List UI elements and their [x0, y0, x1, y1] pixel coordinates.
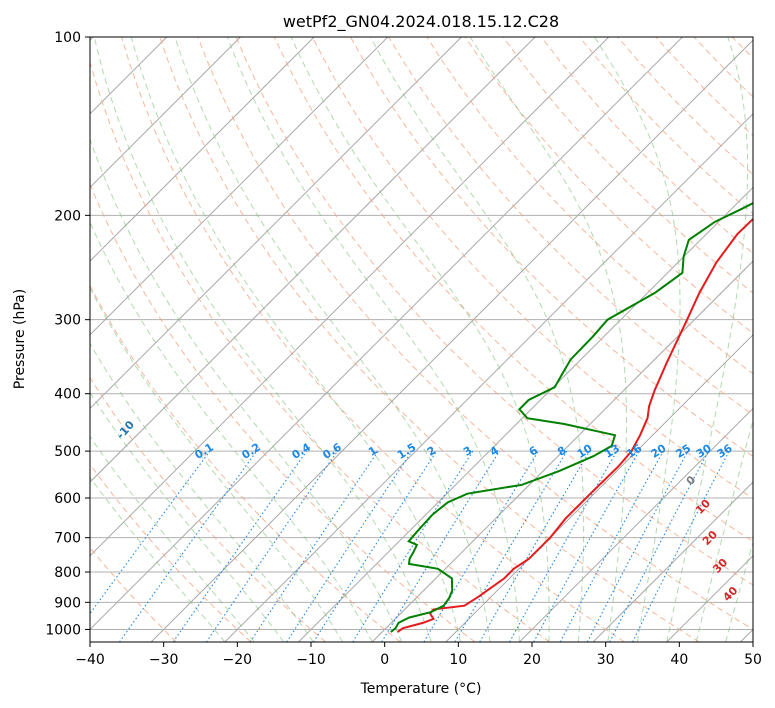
- x-axis-title: Temperature (°C): [360, 681, 482, 697]
- moist-adiabat-line: [290, 37, 550, 642]
- mixing-ratio-line: [632, 450, 730, 642]
- y-tick-label: 100: [54, 30, 81, 46]
- mixing-ratio-line: [119, 450, 258, 642]
- mixing-ratio-line: [205, 450, 338, 642]
- x-tick-label: 10: [449, 652, 467, 668]
- mixing-ratio-line: [90, 450, 211, 615]
- profile-series: [390, 201, 753, 633]
- dry-adiabat-line: [159, 37, 700, 642]
- x-axis: −40 −30 −20 −10 0 10 20 30 40 50: [75, 642, 762, 668]
- plot-frame: [89, 36, 754, 643]
- y-tick-label: 500: [54, 444, 81, 460]
- x-tick-label: 50: [744, 652, 762, 668]
- y-tick-label: 300: [54, 313, 81, 329]
- dry-adiabat-line: [90, 60, 551, 642]
- moist-adiabat-line: [90, 286, 344, 642]
- moist-adiabat-line: [174, 37, 491, 642]
- x-tick-label: −10: [296, 652, 326, 668]
- y-tick-label: 700: [54, 531, 81, 547]
- mixing-ratio-line: [509, 450, 618, 642]
- x-tick-label: 30: [597, 652, 615, 668]
- isotherm-grid: [90, 37, 753, 642]
- mixing-ratio-line: [352, 450, 474, 642]
- y-tick-label: 900: [54, 595, 81, 611]
- mixing-ratio-lines: [90, 450, 730, 642]
- moist-adiabat-line: [90, 391, 285, 642]
- isotherm-line: [90, 37, 610, 557]
- x-tick-label: −30: [149, 652, 179, 668]
- dry-adiabat-line: [197, 37, 753, 630]
- moist-adiabat-line: [226, 37, 520, 642]
- moist-adiabat-line: [594, 37, 681, 642]
- y-tick-label: 1000: [45, 622, 81, 638]
- mixing-ratio-line: [286, 450, 413, 642]
- moist-adiabat-line: [90, 476, 226, 642]
- y-axis: 1000 900 800 700 600 500 400 300 200 100: [45, 30, 90, 638]
- x-tick-label: −20: [223, 652, 253, 668]
- chart-title: wetPf2_GN04.2024.018.15.12.C28: [283, 12, 559, 32]
- moist-adiabat-line: [90, 220, 373, 642]
- dry-adiabat-line: [273, 37, 753, 543]
- dry-adiabats: [90, 37, 753, 642]
- isotherm-line: [371, 260, 753, 642]
- moist-adiabat-line: [130, 37, 461, 642]
- y-tick-label: 400: [54, 387, 81, 403]
- mixing-ratio-line: [172, 450, 308, 642]
- moist-adiabat-line: [90, 137, 403, 642]
- x-tick-label: 20: [523, 652, 541, 668]
- isotherm-line: [90, 37, 683, 631]
- isotherm-line: [90, 37, 241, 189]
- dry-adiabat-line: [235, 37, 753, 586]
- moist-adiabat-line: [90, 342, 314, 642]
- moist-adiabat-line: [93, 37, 432, 642]
- moist-adiabat-line: [370, 37, 585, 642]
- isotherm-line: [592, 481, 753, 642]
- isotherm-line: [150, 39, 753, 642]
- moist-adiabat-line: [90, 435, 255, 642]
- x-tick-label: 0: [380, 652, 389, 668]
- moist-adiabat-line: [666, 37, 749, 642]
- dry-adiabat-line: [121, 37, 625, 642]
- y-tick-label: 200: [54, 208, 81, 224]
- y-tick-label: 800: [54, 565, 81, 581]
- temperature-line: [397, 217, 753, 633]
- x-tick-label: −40: [75, 652, 105, 668]
- dry-adiabat-line: [311, 37, 753, 500]
- dry-adiabat-line: [90, 463, 252, 642]
- moist-adiabats: [90, 37, 753, 642]
- isotherm-line: [519, 407, 753, 642]
- dewpoint-line: [390, 201, 753, 633]
- mixing-ratio-line: [249, 450, 379, 642]
- moist-adiabat-line: [725, 540, 753, 642]
- isotherm-line: [90, 37, 315, 262]
- x-tick-label: 40: [670, 652, 688, 668]
- isotherm-line: [90, 37, 462, 410]
- y-tick-label: 600: [54, 491, 81, 507]
- mixing-ratio-line: [381, 450, 500, 642]
- y-axis-title: Pressure (hPa): [12, 289, 28, 389]
- isotherm-line: [224, 113, 753, 642]
- mixing-ratio-line: [533, 450, 640, 642]
- isotherm-line: [90, 37, 389, 336]
- moist-adiabat-line: [695, 418, 753, 642]
- mixing-ratio-line: [313, 450, 438, 642]
- mixing-ratio-line: [559, 450, 664, 642]
- dry-adiabat-line: [90, 376, 327, 642]
- dry-adiabat-line: [502, 37, 753, 294]
- plot-area: 0.10.20.40.611.52346810131620253036-100-…: [90, 37, 753, 642]
- moist-adiabat-line: [469, 37, 627, 642]
- isotherm-line: [90, 37, 536, 483]
